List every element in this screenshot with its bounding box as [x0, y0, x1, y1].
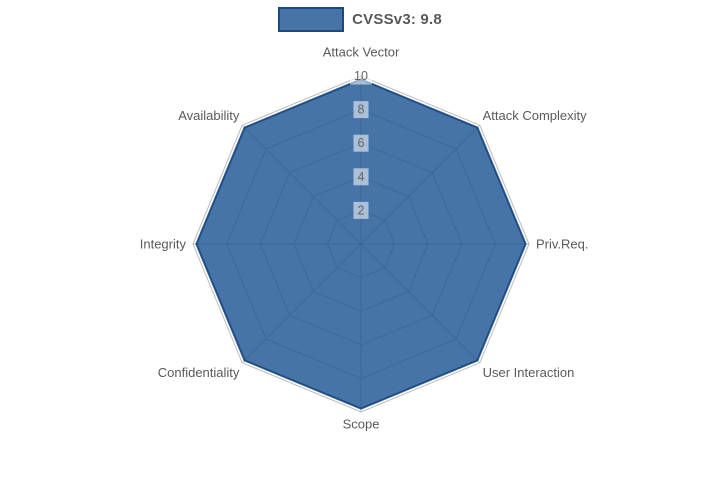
radar-tick-label: 10	[354, 69, 368, 83]
radar-axis-label-attack-complexity: Attack Complexity	[483, 108, 588, 123]
radar-tick-backdrop	[350, 67, 372, 85]
radar-tick-label: 8	[358, 103, 365, 117]
radar-axis-label-user-interaction: User Interaction	[483, 365, 575, 380]
radar-axis-label-priv-req: Priv.Req.	[536, 237, 589, 252]
radar-tick-backdrop	[353, 201, 369, 219]
legend-item-cvssv3[interactable]: CVSSv3: 9.8	[278, 7, 442, 32]
radar-tick-backdrop	[353, 101, 369, 119]
radar-axis-label-attack-vector: Attack Vector	[323, 45, 400, 60]
radar-axis-label-availability: Availability	[178, 108, 240, 123]
radar-axis-label-confidentiality: Confidentiality	[158, 365, 240, 380]
radar-series-polygon	[195, 78, 527, 410]
radar-tick-label: 2	[358, 203, 365, 217]
legend-label: CVSSv3: 9.8	[352, 11, 442, 28]
radar-axis-label-integrity: Integrity	[140, 237, 187, 252]
legend-swatch-icon	[278, 7, 345, 32]
radar-tick-backdrop	[353, 168, 369, 186]
radar-tick-labels: 2 4 6 8 10	[350, 67, 372, 219]
radar-tick-label: 6	[358, 136, 365, 150]
radar-tick-label: 4	[358, 170, 365, 184]
legend: CVSSv3: 9.8	[0, 7, 720, 32]
radar-axis-labels: Attack Vector Attack Complexity Priv.Req. U…	[140, 45, 589, 432]
radar-axis-label-scope: Scope	[343, 417, 380, 432]
radar-tick-backdrop	[353, 134, 369, 152]
